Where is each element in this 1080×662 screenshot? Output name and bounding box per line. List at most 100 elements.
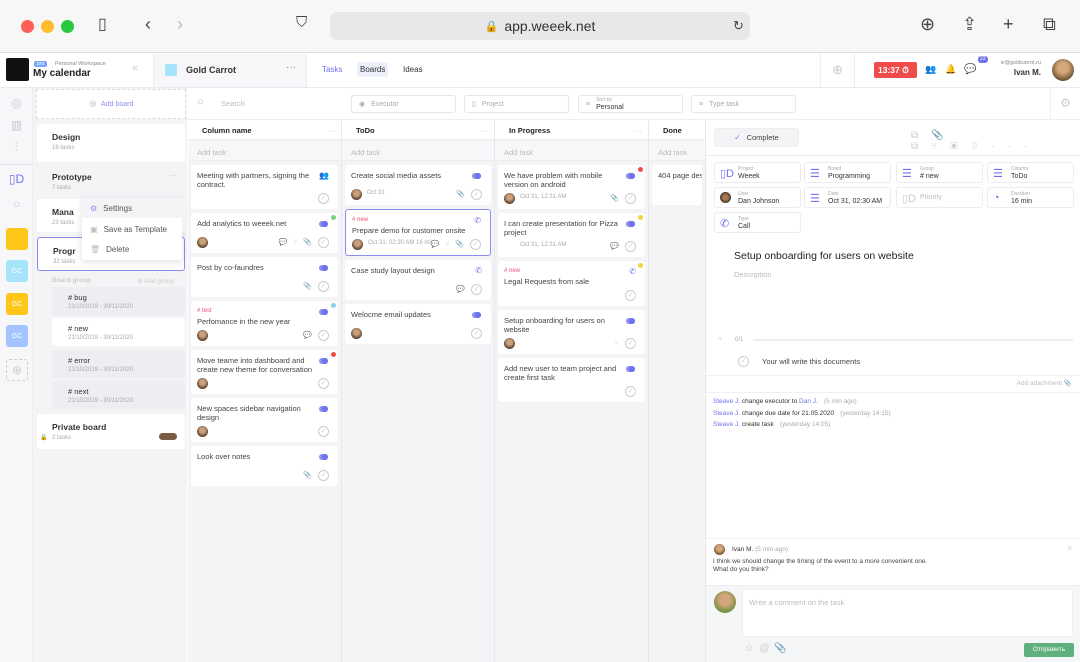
- minimize-window-button[interactable]: [41, 20, 54, 33]
- toggle-icon[interactable]: [319, 406, 328, 412]
- close-window-button[interactable]: [21, 20, 34, 33]
- complete-check-icon[interactable]: ✓: [471, 189, 482, 200]
- complete-check-icon[interactable]: ✓: [625, 241, 636, 252]
- more-icon[interactable]: ···: [991, 141, 1041, 152]
- toggle-icon[interactable]: [319, 221, 328, 227]
- task-card[interactable]: We have problem with mobile version on a…: [498, 165, 645, 209]
- description-input[interactable]: Description: [734, 270, 772, 279]
- tab-ideas[interactable]: Ideas: [403, 65, 423, 74]
- column-header[interactable]: Done: [649, 121, 705, 140]
- complete-check-icon[interactable]: ✓: [625, 290, 636, 301]
- checklist-item[interactable]: Your will write this documents: [762, 357, 861, 366]
- activity-user[interactable]: Steave J.: [713, 410, 741, 417]
- workspace-name[interactable]: My calendar: [33, 68, 91, 79]
- new-tab-icon[interactable]: +: [1003, 14, 1014, 34]
- task-card[interactable]: Move teame into dashboard and create new…: [191, 350, 338, 394]
- add-task-input[interactable]: Add task: [649, 141, 705, 161]
- trash-icon[interactable]: ▯: [970, 141, 992, 152]
- add-workspace-button[interactable]: ⊕: [6, 359, 28, 381]
- column-header[interactable]: Column name ···: [188, 121, 341, 140]
- subtasks-icon[interactable]: ⑂: [931, 141, 951, 152]
- complete-check-icon[interactable]: ✓: [625, 193, 636, 204]
- workspace-gc-3[interactable]: GC: [6, 325, 28, 347]
- back-icon[interactable]: ‹: [145, 14, 151, 34]
- collapse-icon[interactable]: «: [132, 62, 139, 74]
- add-icon[interactable]: ⊕: [820, 54, 855, 87]
- field-group[interactable]: ☰ Group # new: [896, 162, 983, 183]
- reload-icon[interactable]: ↻: [733, 18, 744, 33]
- shield-icon[interactable]: ⛉: [296, 14, 308, 31]
- chart-icon[interactable]: ▥: [10, 118, 23, 132]
- project-selector[interactable]: Gold Carrot ···: [153, 54, 307, 87]
- menu-settings[interactable]: ⚙ Settings: [82, 198, 182, 218]
- task-card[interactable]: I can create presentation for Pizza proj…: [498, 213, 645, 257]
- toggle-icon[interactable]: [626, 366, 635, 372]
- toggle-icon[interactable]: [626, 173, 635, 179]
- share-icon[interactable]: ⇪: [962, 14, 978, 34]
- workspace-gc-2[interactable]: GC: [6, 293, 28, 315]
- task-card[interactable]: # test Perfomance in the new year ✓ 💬: [191, 301, 338, 346]
- group-bug[interactable]: # bug 21/10/2019 - 30/11/2020: [52, 287, 185, 316]
- add-board-button[interactable]: ⊕ Add board: [36, 89, 186, 119]
- task-card[interactable]: Add new user to team project and create …: [498, 358, 645, 402]
- task-card[interactable]: Add analytics to weeek.net ✓ 💬 ⑂ 📎: [191, 213, 338, 253]
- toggle-icon[interactable]: [472, 173, 481, 179]
- search-icon[interactable]: ○: [12, 197, 21, 211]
- task-card[interactable]: # new Prepare demo for customer onsite ✆ ✓ O…: [345, 209, 491, 256]
- toggle-icon[interactable]: [319, 454, 328, 460]
- field-board[interactable]: ☰ Board Programming: [804, 162, 891, 183]
- complete-check-icon[interactable]: ✓: [625, 386, 636, 397]
- project-filter[interactable]: ▯ Project: [464, 95, 569, 113]
- field-project[interactable]: ▯D Project Weeek: [714, 162, 801, 183]
- column-header[interactable]: In Progress ···: [495, 121, 648, 140]
- workspace-gc-1[interactable]: GC: [6, 260, 28, 282]
- more-icon[interactable]: ···: [480, 125, 489, 135]
- check-icon[interactable]: ◎: [11, 96, 22, 110]
- complete-check-icon[interactable]: ✓: [470, 239, 481, 250]
- paperclip-icon[interactable]: 📎: [774, 643, 792, 654]
- timer-button[interactable]: 13:37 ⏱: [874, 62, 917, 78]
- add-task-input[interactable]: Add task: [495, 141, 648, 161]
- group-error[interactable]: # error 21/10/2019 - 30/11/2020: [52, 350, 185, 378]
- task-card[interactable]: # new Legal Requests from sale ✆ ✓: [498, 261, 645, 306]
- task-card[interactable]: New spaces sidebar navigation design ✓: [191, 398, 338, 442]
- column-header[interactable]: ToDo ···: [342, 121, 494, 140]
- tabs-overview-icon[interactable]: ⧉: [1043, 14, 1056, 34]
- toggle-icon[interactable]: [626, 318, 635, 324]
- user-name[interactable]: Ivan M.: [1013, 68, 1041, 77]
- complete-check-icon[interactable]: ✓: [318, 330, 329, 341]
- close-icon[interactable]: ×: [1067, 544, 1072, 553]
- download-icon[interactable]: ⊕: [920, 14, 936, 34]
- checklist-item-checkbox[interactable]: ✓: [738, 356, 749, 367]
- complete-button[interactable]: ✓ Complete: [714, 128, 799, 147]
- toggle-icon[interactable]: [319, 309, 328, 315]
- add-group-button[interactable]: ⊕ Add group: [137, 278, 174, 285]
- add-attachment-button[interactable]: Add attachment 📎: [1017, 379, 1072, 387]
- menu-save-template[interactable]: ▣ Save as Template: [82, 219, 182, 239]
- complete-check-icon[interactable]: ✓: [318, 378, 329, 389]
- menu-delete[interactable]: 🗑 Delete: [82, 239, 182, 259]
- activity-user[interactable]: Steave J.: [713, 421, 741, 428]
- paperclip-icon[interactable]: 📎: [931, 130, 957, 141]
- comment-input[interactable]: Write a comment on the task: [742, 589, 1073, 637]
- add-task-input[interactable]: Add task: [188, 141, 341, 161]
- forward-icon[interactable]: ›: [177, 14, 183, 34]
- user-avatar[interactable]: [1052, 59, 1074, 81]
- tab-boards[interactable]: Boards: [357, 62, 389, 77]
- add-task-input[interactable]: Add task: [342, 141, 494, 161]
- archive-icon[interactable]: ▣: [950, 141, 971, 152]
- task-card[interactable]: Post by co-faundres ✓ 📎: [191, 257, 338, 297]
- field-priority[interactable]: ▯D Priority: [896, 187, 983, 208]
- toggle-icon[interactable]: [472, 312, 481, 318]
- more-icon[interactable]: ···: [634, 125, 643, 135]
- tab-tasks[interactable]: Tasks: [322, 65, 343, 74]
- complete-check-icon[interactable]: ✓: [318, 193, 329, 204]
- project-more-icon[interactable]: ···: [286, 62, 296, 73]
- mention-icon[interactable]: @: [759, 643, 775, 654]
- search-input[interactable]: Search: [221, 99, 245, 108]
- group-next[interactable]: # next 21/10/2019 - 30/11/2020: [52, 381, 185, 409]
- boards-icon[interactable]: ▯D: [8, 172, 25, 186]
- type-task-filter[interactable]: ≡ Type task: [691, 95, 796, 113]
- task-card[interactable]: Case study layout design ✆ ✓ 💬: [345, 260, 491, 300]
- more-icon[interactable]: ···: [169, 171, 177, 180]
